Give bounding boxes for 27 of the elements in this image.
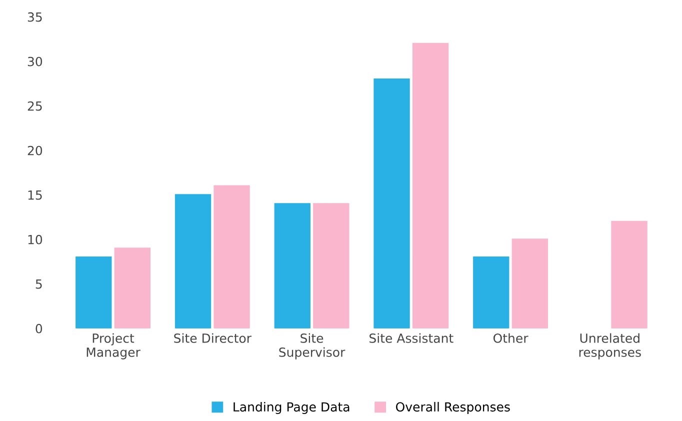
bar [114, 248, 150, 328]
y-tick-label: 25 [28, 101, 42, 111]
bar [412, 42, 449, 328]
y-tick-label: 5 [36, 280, 42, 289]
x-tick-label: Project Manager [86, 333, 140, 360]
bar [313, 203, 350, 328]
x-tick-label: Other [493, 333, 528, 343]
x-tick-label: Site Director [174, 333, 252, 343]
bar [374, 78, 410, 328]
bar [512, 238, 548, 328]
x-tick-label: Site Supervisor [279, 333, 346, 360]
y-tick-label: 15 [28, 190, 42, 200]
bar [174, 194, 212, 328]
y-tick-label: 35 [28, 12, 42, 22]
y-tick-label: 0 [36, 324, 42, 334]
bar [214, 185, 250, 328]
bar [274, 203, 310, 328]
legend-label: Landing Page Data [234, 402, 350, 414]
y-tick-label: 30 [28, 56, 42, 66]
x-tick-label: Site Assistant [370, 333, 454, 343]
x-tick-label: Unrelated responses [579, 333, 641, 360]
bar [611, 220, 648, 328]
y-tick-label: 20 [28, 146, 42, 156]
bar [76, 256, 112, 328]
bar [473, 256, 510, 328]
legend-label: Overall Responses [396, 402, 510, 414]
y-tick-label: 10 [28, 234, 42, 244]
